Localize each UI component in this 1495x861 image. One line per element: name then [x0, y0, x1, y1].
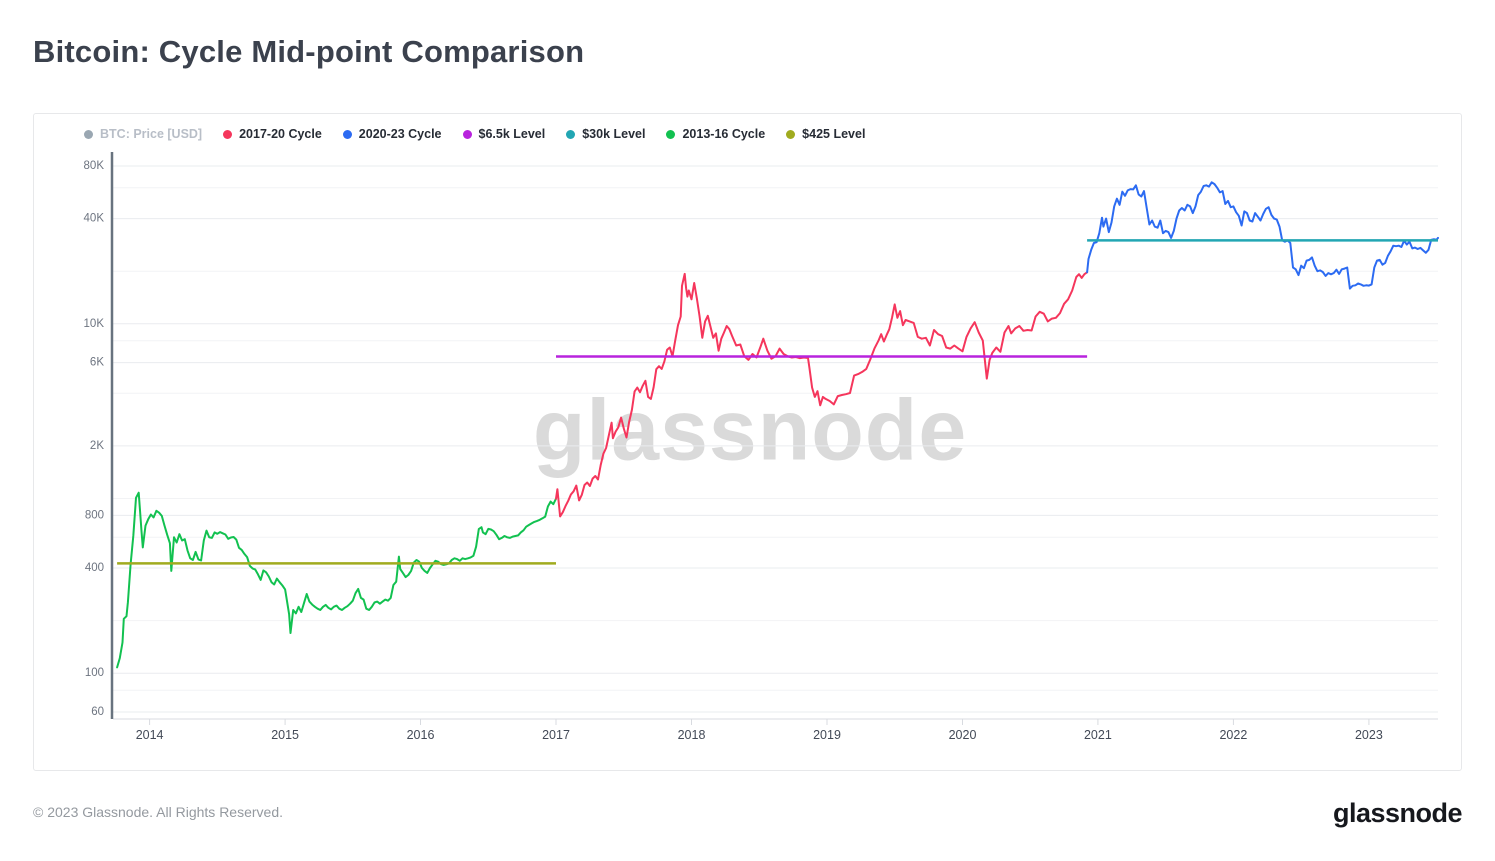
legend-dot-icon — [566, 129, 576, 139]
chart-legend: BTC: Price [USD] 2017-20 Cycle 2020-23 Cyc… — [84, 127, 865, 141]
legend-item-label: 2013-16 Cycle — [682, 127, 766, 141]
glassnode-watermark: glassnode — [533, 382, 967, 481]
legend-dot-icon — [342, 129, 352, 139]
y-axis-label: 100 — [85, 667, 104, 679]
legend-dot-icon — [462, 129, 472, 139]
copyright-text: © 2023 Glassnode. All Rights Reserved. — [33, 804, 284, 820]
legend-item-2020-23-cycle[interactable]: 2020-23 Cycle — [342, 127, 442, 141]
page-title: Bitcoin: Cycle Mid-point Comparison — [33, 34, 585, 69]
y-axis-label: 10K — [84, 318, 105, 330]
y-axis-label: 800 — [85, 509, 104, 521]
legend-item-6-5k-level[interactable]: $6.5k Level — [462, 127, 546, 141]
x-axis-label: 2015 — [271, 728, 299, 742]
legend-item-label: BTC: Price [USD] — [100, 127, 203, 141]
legend-item-label: 2020-23 Cycle — [358, 127, 442, 141]
legend-dot-icon — [84, 129, 93, 139]
x-axis-label: 2016 — [407, 728, 435, 742]
x-axis-label: 2014 — [136, 728, 164, 742]
y-axis-label: 60 — [91, 706, 104, 718]
y-axis-label: 80K — [84, 160, 105, 172]
legend-item-label: $30k Level — [582, 127, 646, 141]
legend-item-label: $6.5k Level — [478, 127, 546, 141]
x-axis-label: 2023 — [1355, 728, 1383, 742]
legend-dot-icon — [666, 129, 676, 139]
legend-item-label: $425 Level — [802, 127, 866, 141]
legend-item-30k-level[interactable]: $30k Level — [566, 127, 645, 141]
x-axis-label: 2018 — [678, 728, 706, 742]
plot-area[interactable] — [113, 152, 1438, 719]
legend-item-425-level[interactable]: $425 Level — [786, 127, 865, 141]
x-axis-label: 2022 — [1219, 728, 1247, 742]
legend-dot-icon — [223, 129, 233, 139]
x-axis-label: 2017 — [542, 728, 570, 742]
y-axis-label: 2K — [90, 440, 104, 452]
y-axis-label: 6K — [90, 357, 104, 369]
x-axis-label: 2019 — [813, 728, 841, 742]
series-2013-16-cycle — [116, 491, 557, 669]
x-axis-label: 2020 — [949, 728, 977, 742]
legend-item-btc-price-usd[interactable]: BTC: Price [USD] — [84, 127, 202, 141]
x-axis-label: 2021 — [1084, 728, 1112, 742]
chart-card: BTC: Price [USD] 2017-20 Cycle 2020-23 Cyc… — [33, 113, 1462, 771]
series-2020-23-cycle — [1086, 181, 1439, 290]
y-axis-label: 400 — [85, 562, 104, 574]
legend-item-label: 2017-20 Cycle — [239, 127, 322, 141]
glassnode-logo: glassnode — [1332, 798, 1463, 828]
y-axis-label: 40K — [84, 213, 105, 225]
legend-dot-icon — [786, 129, 796, 139]
price-chart: 80K 40K 10K 6K 2K 800 400 100 60 2014 2015 2016 2017… — [84, 152, 1439, 742]
legend-item-2013-16-cycle[interactable]: 2013-16 Cycle — [666, 127, 765, 141]
legend-item-2017-20-cycle[interactable]: 2017-20 Cycle — [223, 127, 322, 141]
